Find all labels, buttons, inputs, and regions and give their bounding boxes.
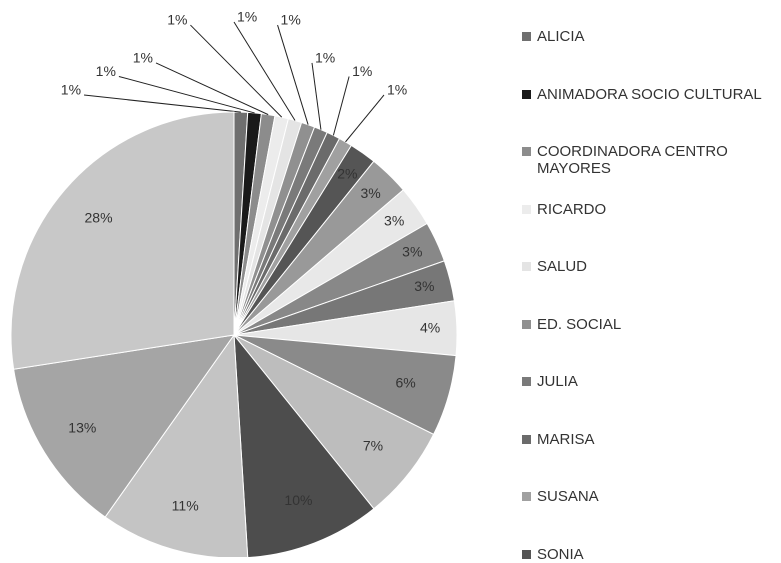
legend-label: SONIA xyxy=(537,545,584,563)
leader-line xyxy=(83,94,241,113)
leader-line xyxy=(190,24,283,118)
data-label: 1% xyxy=(352,63,372,79)
pie-slice xyxy=(104,333,249,557)
data-label: 3% xyxy=(384,212,404,228)
data-label: 1% xyxy=(387,82,407,98)
leader-line xyxy=(277,24,309,125)
leader-line xyxy=(118,75,255,114)
data-label: 28% xyxy=(85,210,113,226)
data-label: 2% xyxy=(337,166,357,182)
data-label: 10% xyxy=(284,492,312,508)
legend-swatch xyxy=(522,377,531,386)
data-label: 4% xyxy=(420,320,440,336)
pie-slice xyxy=(10,111,235,370)
legend-swatch xyxy=(522,32,531,41)
leader-line xyxy=(345,94,385,143)
legend-swatch xyxy=(522,319,531,329)
legend-swatch xyxy=(522,492,531,501)
legend-label: SALUD xyxy=(537,258,588,275)
data-label: 1% xyxy=(167,12,187,28)
legend-label: RICARDO xyxy=(537,200,607,218)
legend-item: ED. SOCIAL xyxy=(522,316,772,333)
data-label: 1% xyxy=(315,50,335,66)
leader-line xyxy=(233,21,296,121)
legend-item: COORDINADORA CENTRO MAYORES xyxy=(522,143,772,177)
legend-item: SALUD xyxy=(522,258,772,275)
legend-item: RICARDO xyxy=(522,201,772,218)
pie-slice xyxy=(13,334,236,518)
data-label: 1% xyxy=(61,82,81,98)
legend-label: ANIMADORA SOCIO CULTURAL xyxy=(537,85,762,103)
legend-swatch xyxy=(522,147,531,156)
legend-label: SUSANA xyxy=(537,488,599,505)
data-label: 3% xyxy=(360,185,380,201)
legend-swatch xyxy=(522,549,531,559)
data-label: 7% xyxy=(363,438,383,454)
legend-item: SONIA xyxy=(522,546,772,563)
data-label: 1% xyxy=(281,12,301,28)
data-label: 13% xyxy=(68,420,96,436)
data-label: 6% xyxy=(395,375,415,391)
data-label: 3% xyxy=(402,244,422,260)
legend-label: COORDINADORA CENTRO MAYORES xyxy=(537,143,728,177)
data-label: 1% xyxy=(96,63,116,79)
legend-item: MARISA xyxy=(522,431,772,448)
data-label: 1% xyxy=(133,50,153,66)
leader-line xyxy=(332,76,350,136)
legend-swatch xyxy=(522,262,531,271)
legend-swatch xyxy=(522,204,531,214)
legend-item: ANIMADORA SOCIO CULTURAL xyxy=(522,86,772,103)
legend-swatch xyxy=(522,434,531,444)
leader-line xyxy=(311,62,322,130)
legend-label: MARISA xyxy=(537,430,595,448)
leader-line xyxy=(155,62,269,116)
data-label: 1% xyxy=(237,9,257,25)
legend-item: ALICIA xyxy=(522,28,772,45)
legend-swatch xyxy=(522,89,531,99)
legend-label: ALICIA xyxy=(537,28,585,45)
legend-item: JULIA xyxy=(522,373,772,390)
legend-item: SUSANA xyxy=(522,488,772,505)
data-label: 3% xyxy=(414,278,434,294)
data-label: 11% xyxy=(172,497,199,513)
legend-label: ED. SOCIAL xyxy=(537,315,622,333)
legend-label: JULIA xyxy=(537,373,578,390)
